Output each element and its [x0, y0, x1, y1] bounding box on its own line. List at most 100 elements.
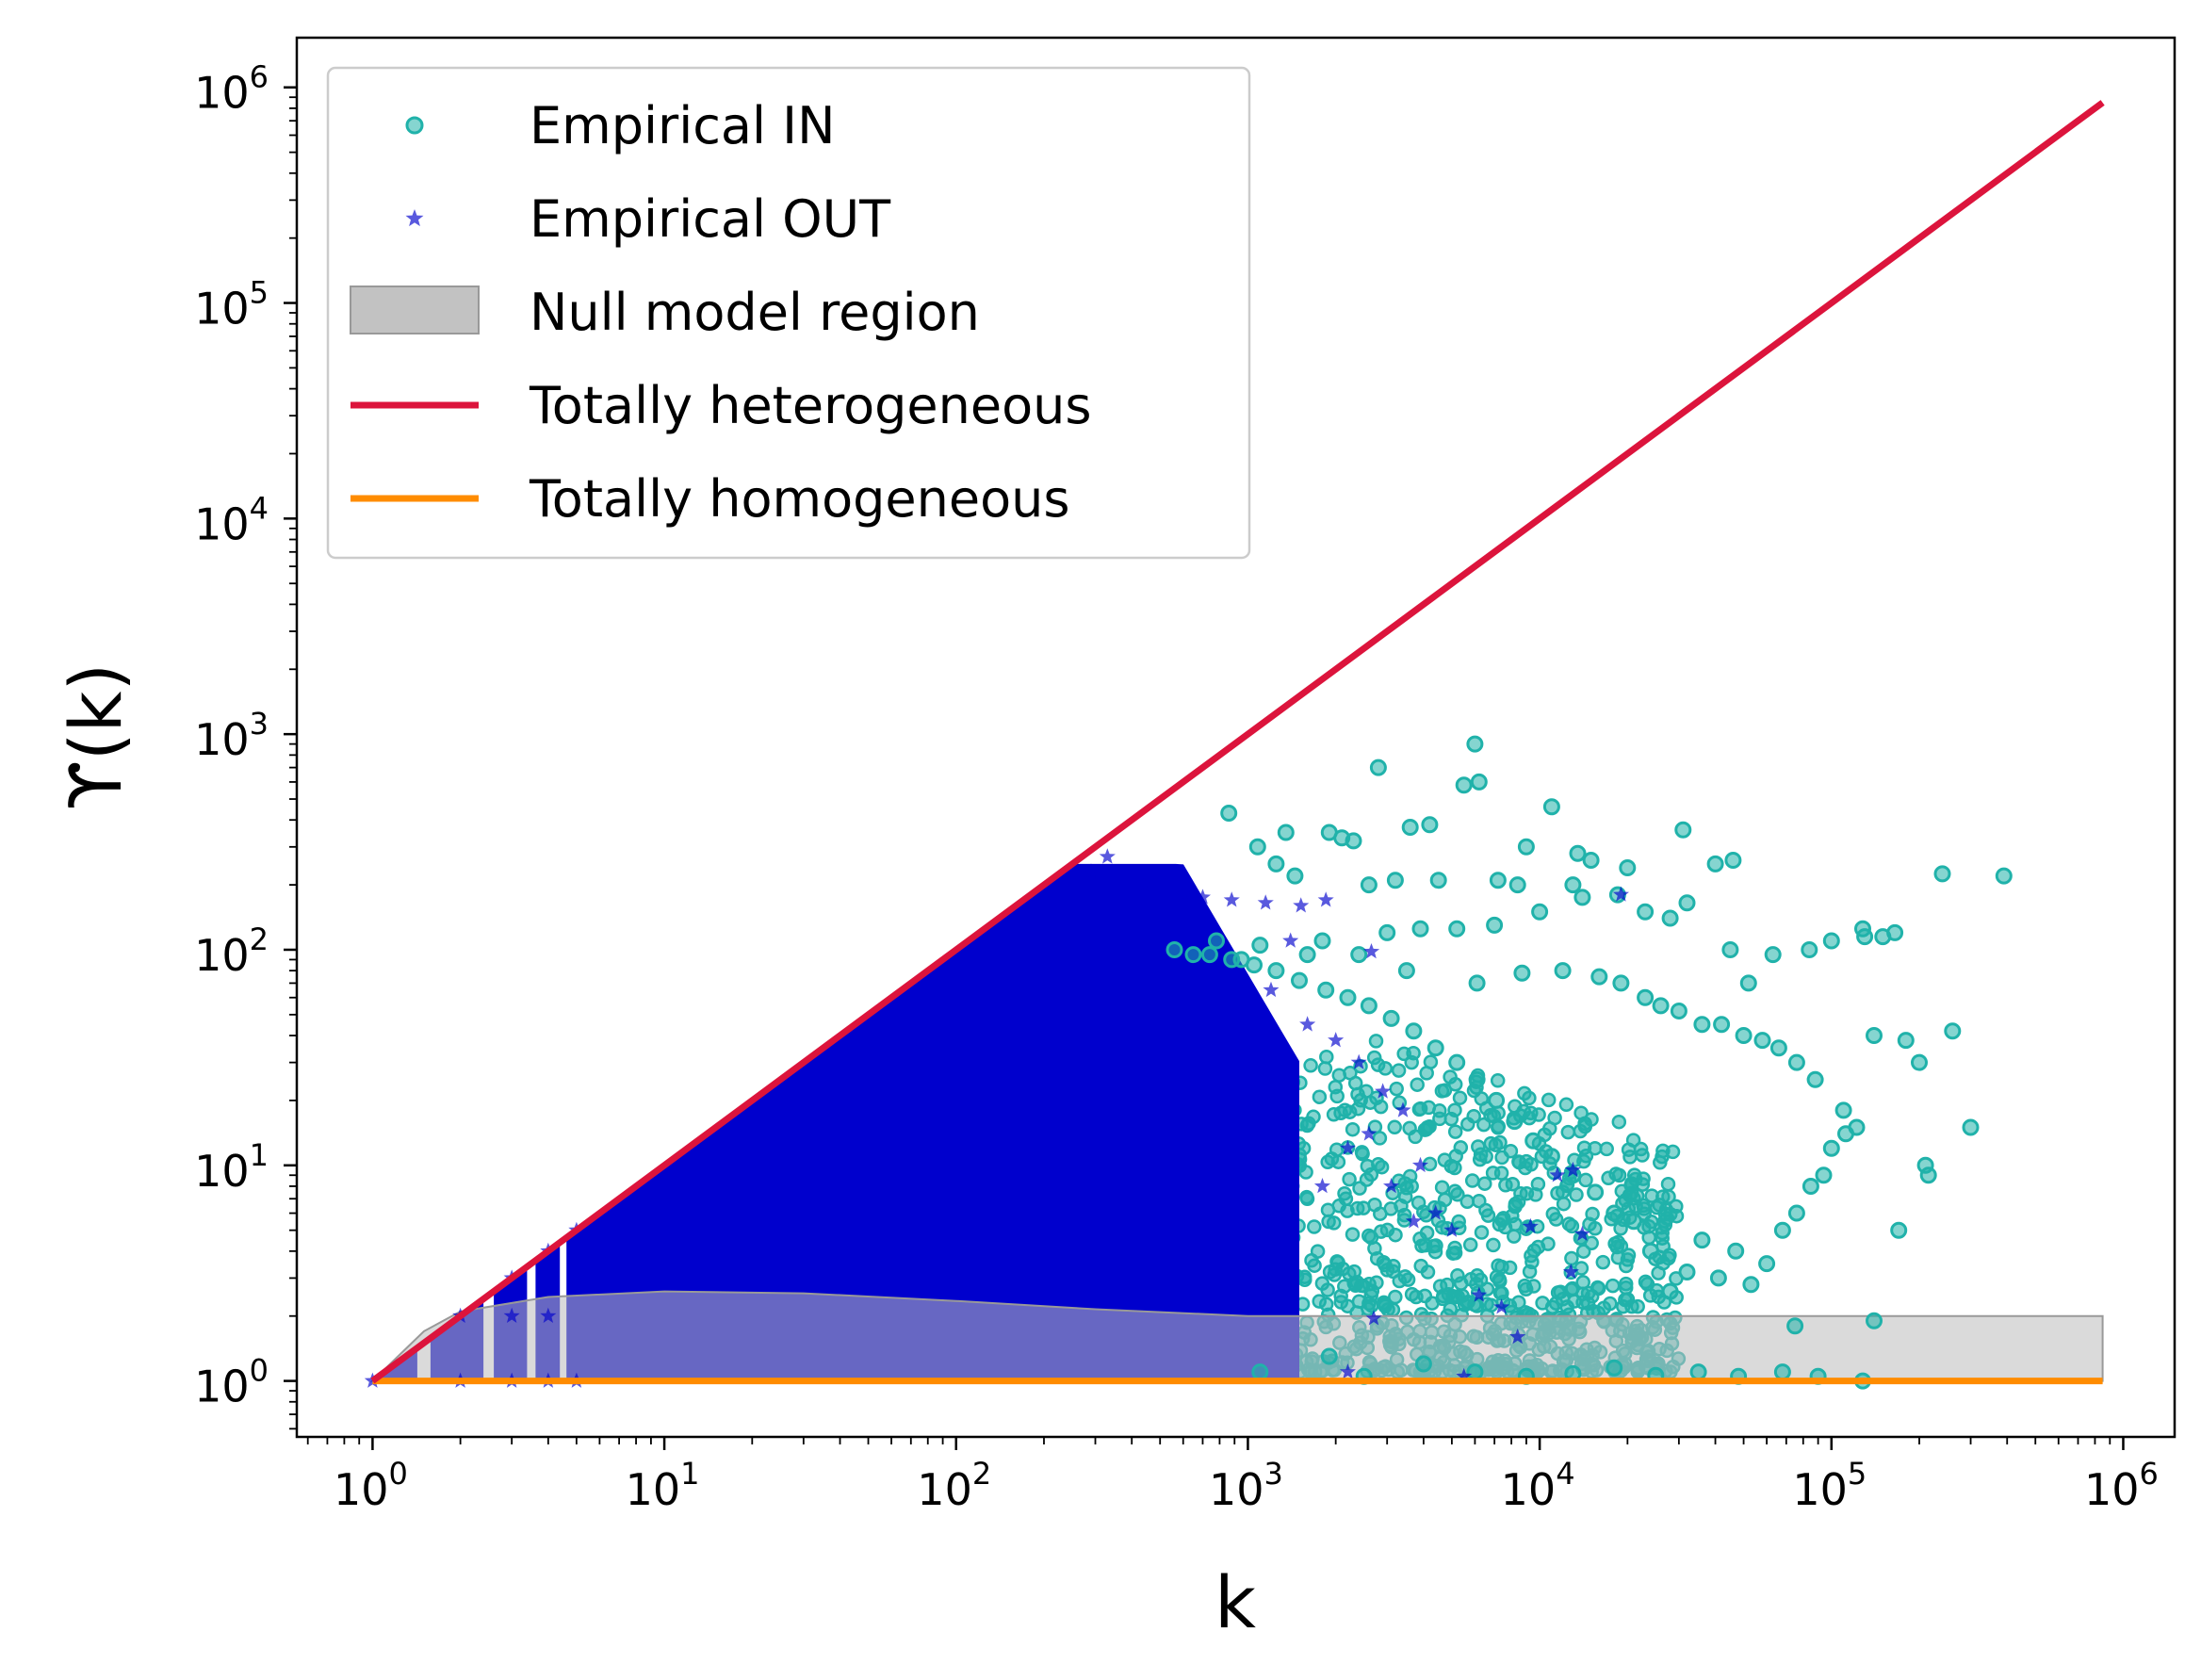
empirical-in-point: [1200, 946, 1218, 964]
empirical-in-point: [1342, 1171, 1357, 1187]
empirical-in-point: [1490, 1073, 1506, 1088]
empirical-in-point: [1320, 1347, 1338, 1365]
empirical-in-point: [1588, 1140, 1603, 1156]
x-tick-label: 100: [334, 1456, 408, 1515]
empirical-in-point: [1822, 932, 1840, 950]
empirical-in-point: [1596, 1300, 1612, 1315]
empirical-in-point: [1886, 923, 1904, 941]
empirical-in-point: [1330, 1154, 1346, 1169]
empirical-in-point: [1369, 758, 1387, 776]
empirical-in-point: [1251, 1363, 1269, 1381]
empirical-in-point: [1425, 1296, 1440, 1311]
empirical-in-point: [1573, 889, 1591, 906]
empirical-in-point: [1542, 798, 1560, 816]
empirical-in-point: [1524, 1157, 1539, 1172]
empirical-in-point: [1402, 1120, 1417, 1136]
empirical-out-point: [1362, 943, 1380, 959]
empirical-in-point: [1387, 1119, 1402, 1135]
empirical-in-point: [1735, 1027, 1753, 1044]
plot-frame: [295, 36, 2177, 1439]
empirical-in-point: [1447, 1183, 1462, 1199]
empirical-in-point: [1834, 1101, 1852, 1119]
empirical-in-point: [1897, 1032, 1915, 1050]
empirical-in-point: [1619, 859, 1637, 876]
empirical-in-point: [1394, 1198, 1409, 1214]
empirical-in-point: [1642, 1288, 1658, 1303]
legend-label-heterogeneous: Totally heterogeneous: [529, 376, 1091, 435]
empirical-in-point: [1661, 909, 1679, 927]
empirical-in-point: [1455, 776, 1473, 794]
x-tick-label: 102: [917, 1456, 991, 1515]
x-tick-label-base: 10: [1209, 1464, 1264, 1515]
x-tick-label: 103: [1209, 1456, 1283, 1515]
empirical-in-point: [1787, 1053, 1805, 1071]
y-tick-label-base: 10: [194, 284, 250, 334]
empirical-in-point: [1349, 1275, 1365, 1290]
legend-label-empirical-in: Empirical IN: [530, 96, 835, 155]
empirical-in-point: [1517, 838, 1535, 856]
empirical-in-point: [1560, 1124, 1576, 1140]
empirical-in-point: [1331, 1068, 1347, 1083]
empirical-in-point: [1404, 1054, 1419, 1070]
empirical-in-point: [1606, 1359, 1623, 1377]
empirical-in-point: [1480, 1208, 1496, 1223]
x-tick-label: 104: [1501, 1456, 1575, 1515]
empirical-in-point: [1447, 1124, 1463, 1139]
y-tick-label: 102: [194, 922, 269, 981]
empirical-out-point: [1350, 1053, 1367, 1069]
empirical-out-point: [1562, 1264, 1579, 1280]
empirical-in-point: [1497, 1219, 1513, 1235]
empirical-in-point: [1660, 1176, 1676, 1192]
empirical-in-point: [1342, 1266, 1357, 1281]
empirical-in-point: [1303, 1058, 1318, 1073]
empirical-in-point: [1577, 1118, 1593, 1134]
x-tick-label-exponent: 5: [1848, 1456, 1867, 1492]
empirical-in-point: [1447, 1077, 1463, 1092]
y-tick-label-exponent: 5: [250, 275, 269, 311]
empirical-out-point: [1509, 1328, 1526, 1345]
empirical-out-point: [1194, 889, 1211, 905]
empirical-in-point: [1317, 1061, 1333, 1076]
empirical-in-point: [1706, 855, 1724, 873]
empirical-in-point: [1522, 1110, 1537, 1126]
empirical-out-point: [1443, 1221, 1460, 1237]
empirical-out-point: [1522, 1217, 1539, 1233]
empirical-in-point: [1890, 1221, 1908, 1239]
x-tick-label-base: 10: [1501, 1464, 1557, 1515]
empirical-in-point: [1371, 1156, 1386, 1172]
empirical-in-point: [1919, 1166, 1937, 1184]
totally-heterogeneous-line: [370, 100, 2105, 1384]
empirical-in-point: [1386, 872, 1404, 889]
legend-marker-null-model: [350, 285, 480, 334]
empirical-out-point: [1573, 1225, 1590, 1241]
legend-marker-empirical-out: [405, 209, 424, 227]
empirical-in-point: [1411, 920, 1429, 938]
empirical-in-point: [1361, 1301, 1376, 1316]
empirical-in-point: [1420, 1119, 1435, 1135]
empirical-in-point: [1483, 1135, 1499, 1151]
empirical-in-point: [1355, 1146, 1370, 1162]
legend-label-empirical-out: Empirical OUT: [530, 189, 891, 249]
empirical-in-point: [1606, 1204, 1623, 1222]
empirical-in-point: [1251, 937, 1269, 954]
empirical-in-point: [1291, 971, 1308, 989]
legend-label-homogeneous: Totally homogeneous: [529, 469, 1070, 529]
empirical-in-point: [1611, 1167, 1627, 1183]
empirical-in-point: [1378, 1061, 1394, 1076]
empirical-out-point: [1427, 1204, 1444, 1220]
empirical-in-point: [1313, 932, 1331, 950]
empirical-in-points: [1166, 735, 2013, 1390]
empirical-in-point: [1508, 1199, 1523, 1215]
empirical-in-point: [1299, 1189, 1314, 1205]
empirical-in-point: [1382, 1009, 1400, 1027]
empirical-out-point: [540, 1307, 557, 1323]
empirical-in-point: [1350, 1086, 1365, 1102]
empirical-in-point: [1468, 1070, 1486, 1088]
x-tick-label-base: 10: [334, 1464, 389, 1515]
empirical-in-point: [1345, 832, 1362, 850]
empirical-in-point: [1345, 1121, 1361, 1137]
empirical-in-point: [1427, 1039, 1444, 1057]
empirical-in-point: [1472, 1193, 1487, 1209]
empirical-in-point: [1542, 1148, 1560, 1166]
